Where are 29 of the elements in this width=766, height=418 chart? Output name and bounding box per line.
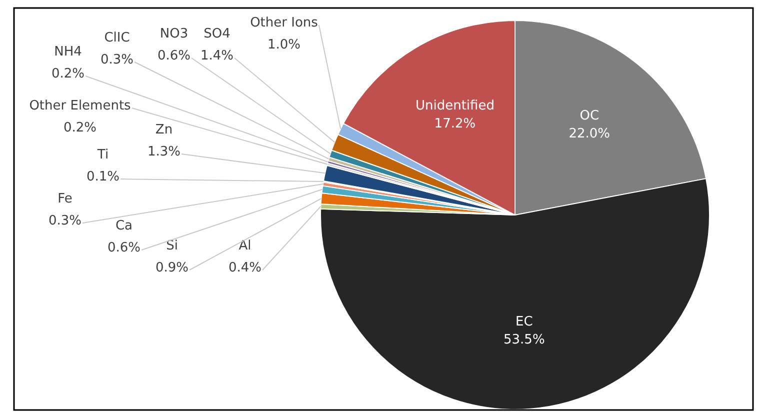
data-label: 1.0% bbox=[267, 37, 301, 52]
data-label: 53.5% bbox=[504, 332, 545, 348]
data-label: 0.6% bbox=[157, 48, 191, 64]
slice-label: NH4 bbox=[54, 44, 82, 60]
data-label: 22.0% bbox=[568, 126, 610, 142]
slice-label: SO4 bbox=[204, 26, 230, 42]
data-label: 0.9% bbox=[155, 260, 189, 276]
slice-label: Fe bbox=[58, 191, 72, 206]
slice-label: Other Elements bbox=[29, 98, 132, 114]
slice-label: ClIC bbox=[104, 30, 130, 46]
data-label: 17.2% bbox=[434, 116, 476, 132]
slice-label: Unidentified bbox=[415, 98, 494, 114]
slice-label: Zn bbox=[155, 122, 173, 138]
data-label: 0.3% bbox=[48, 213, 82, 228]
slice-label: Al bbox=[238, 238, 252, 254]
data-label: 0.1% bbox=[86, 169, 120, 184]
slice-label: Other Ions bbox=[250, 15, 318, 30]
slice-label: Ti bbox=[96, 147, 109, 162]
data-label: 1.4% bbox=[200, 48, 234, 64]
data-label: 0.3% bbox=[100, 52, 134, 68]
slice-label: Ca bbox=[115, 218, 133, 234]
slice-label: NO3 bbox=[160, 26, 188, 42]
data-label: 0.2% bbox=[63, 120, 97, 136]
data-label: 0.6% bbox=[107, 240, 141, 256]
data-label: 1.3% bbox=[147, 144, 181, 160]
data-label: 0.4% bbox=[228, 260, 262, 276]
slice-label: EC bbox=[516, 314, 533, 330]
data-label: 0.2% bbox=[51, 66, 85, 82]
slice-label: OC bbox=[580, 108, 600, 124]
